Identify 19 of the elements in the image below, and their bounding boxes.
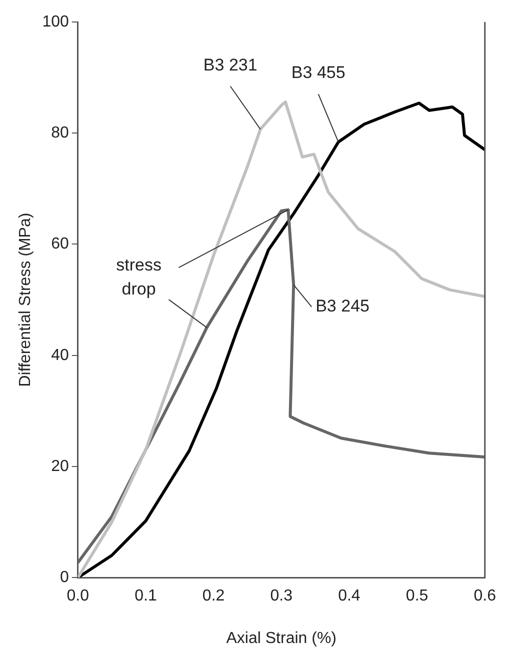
y-tick-label: 20 — [51, 458, 69, 475]
x-tick-label: 0.4 — [338, 588, 360, 605]
x-axis-title: Axial Strain (%) — [226, 630, 337, 647]
text: B3 231 — [203, 55, 258, 74]
annotation: stress drop — [116, 255, 162, 298]
x-tick-label: 0.0 — [66, 588, 90, 605]
text: B3 455 — [291, 63, 346, 82]
y-tick-label: 0 — [60, 569, 69, 586]
x-tick-label: 0.6 — [474, 588, 496, 605]
series-label: B3 245 — [316, 296, 370, 316]
y-tick-label: 100 — [42, 13, 69, 30]
x-tick-label: 0.1 — [134, 588, 157, 605]
y-tick-label: 40 — [51, 346, 69, 364]
x-tick-label: 0.5 — [406, 588, 428, 605]
x-tick-label: 0.2 — [202, 588, 225, 605]
y-tick-label: 60 — [51, 236, 69, 253]
y-axis-title: Differential Stress (MPa) — [17, 212, 34, 387]
y-tick-label: 80 — [51, 124, 69, 142]
x-tick-label: 0.3 — [270, 588, 293, 605]
